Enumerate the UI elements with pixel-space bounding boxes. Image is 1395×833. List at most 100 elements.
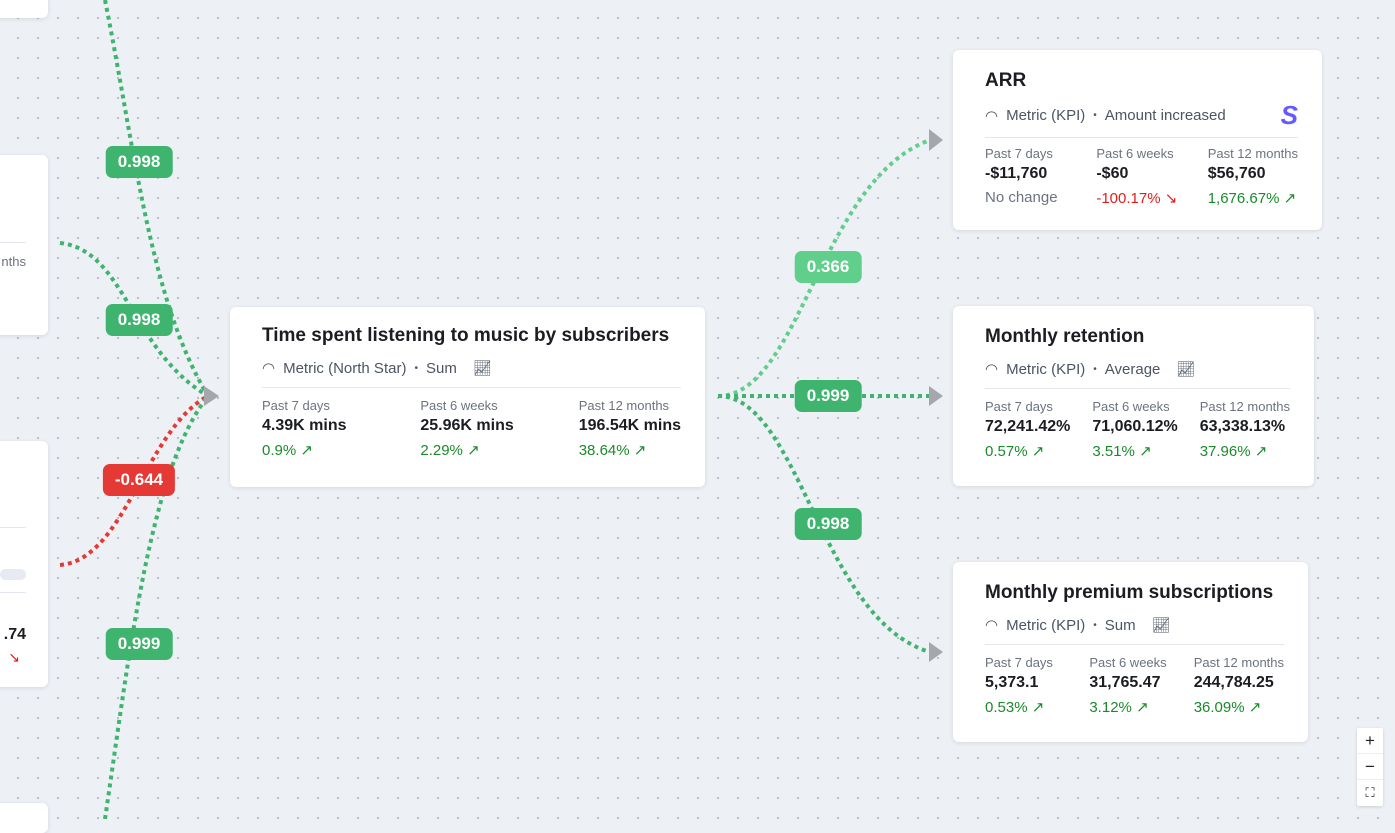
period-change: 0.53%: [985, 699, 1028, 716]
separator: •: [1093, 619, 1097, 631]
edge-out-premium[interactable]: [717, 394, 931, 654]
card-title: Monthly retention: [985, 326, 1145, 347]
period-change: 37.96%: [1199, 443, 1251, 460]
period-value: 25.96K mins: [420, 417, 514, 434]
period-label: Past 7 days: [985, 655, 1053, 670]
period-value: -$11,760: [985, 165, 1048, 182]
left-card-4[interactable]: [0, 803, 48, 833]
period-label: Past 7 days: [262, 398, 330, 413]
gauge-icon: ◠: [262, 360, 276, 377]
edge-in-1[interactable]: [103, 0, 210, 398]
edge-label-out-premium[interactable]: 0.998: [794, 508, 862, 540]
arrow-down-icon: ↘: [8, 649, 20, 665]
arrow-up-icon: ↗: [633, 442, 647, 459]
period-value: 196.54K mins: [578, 417, 681, 434]
period-change: 1,676.67%: [1207, 190, 1280, 207]
edge-label-in-2[interactable]: 0.998: [105, 304, 173, 336]
arrow-down-icon: ↘: [1164, 190, 1178, 207]
arrowhead-icon: [929, 642, 943, 662]
period-value: 72,241.42%: [985, 418, 1071, 435]
left-card-2-label: nths: [1, 254, 26, 269]
edge-label-out-arr[interactable]: 0.366: [794, 251, 862, 283]
edge-label-in-4[interactable]: 0.999: [105, 628, 173, 660]
arrow-up-icon: ↗: [1031, 699, 1045, 716]
card-title: ARR: [985, 70, 1027, 91]
period-change: 36.09%: [1193, 699, 1245, 716]
period-label: Past 6 weeks: [1096, 146, 1174, 161]
metric-aggregation: Amount increased: [1104, 107, 1226, 124]
period-label: Past 6 weeks: [1092, 399, 1170, 414]
arrow-up-icon: ↗: [1031, 443, 1045, 460]
period-change: 2.29%: [420, 442, 463, 459]
period-label: Past 6 weeks: [420, 398, 498, 413]
separator: •: [1093, 110, 1097, 121]
separator: •: [414, 362, 418, 374]
metric-card-premium[interactable]: Monthly premium subscriptions ◠ Metric (…: [953, 562, 1308, 742]
period-value: $56,760: [1207, 165, 1266, 182]
period-change: 0.57%: [985, 443, 1028, 460]
metric-aggregation: Sum: [425, 359, 457, 377]
period-change: 3.51%: [1092, 443, 1135, 460]
period-value: -$60: [1096, 165, 1129, 182]
left-card-3[interactable]: .74 ↘: [0, 441, 48, 687]
arrow-up-icon: ↗: [467, 442, 480, 459]
left-card-1[interactable]: [0, 0, 48, 18]
card-title: Monthly premium subscriptions: [985, 582, 1274, 603]
period-label: Past 6 weeks: [1089, 655, 1167, 670]
line-chart-icon[interactable]: 📈︎: [1176, 361, 1196, 378]
gauge-icon: ◠: [985, 617, 999, 634]
arrowhead-icon: [929, 129, 943, 151]
edge-in-3[interactable]: [59, 394, 209, 567]
fit-view-button[interactable]: ⛶: [1365, 785, 1375, 800]
metric-card-arr[interactable]: ARR ◠ Metric (KPI) • Amount increased S P…: [953, 50, 1322, 230]
metric-type: Metric (KPI): [1006, 616, 1086, 634]
arrow-up-icon: ↗: [1139, 443, 1152, 460]
metric-type: Metric (KPI): [1006, 360, 1086, 378]
zoom-in-button[interactable]: +: [1357, 728, 1383, 754]
edge-in-4[interactable]: [103, 394, 210, 819]
metric-type: Metric (KPI): [1006, 107, 1086, 124]
period-change: -100.17%: [1096, 190, 1161, 207]
period-value: 244,784.25: [1193, 674, 1274, 691]
period-change: 38.64%: [578, 442, 630, 459]
metric-type: Metric (North Star): [283, 359, 407, 377]
period-value: 5,373.1: [985, 674, 1039, 691]
period-change: No change: [985, 189, 1058, 206]
period-value: 63,338.13%: [1199, 418, 1286, 435]
line-chart-icon[interactable]: 📈︎: [472, 360, 492, 377]
period-label: Past 12 months: [578, 398, 670, 413]
period-label: Past 12 months: [1199, 399, 1291, 414]
period-change: 3.12%: [1089, 699, 1132, 716]
edge-label-out-retention[interactable]: 0.999: [794, 380, 862, 412]
metric-aggregation: Sum: [1104, 616, 1136, 634]
edge-label-in-1[interactable]: 0.998: [105, 146, 173, 178]
card-title: Time spent listening to music by subscri…: [262, 325, 670, 346]
arrow-up-icon: ↗: [1248, 699, 1262, 716]
arrow-up-icon: ↗: [1283, 190, 1297, 207]
period-label: Past 7 days: [985, 146, 1053, 161]
arrow-up-icon: ↗: [300, 442, 313, 459]
period-value: 31,765.47: [1089, 674, 1161, 691]
arrowhead-icon: [929, 386, 943, 406]
period-value: 71,060.12%: [1092, 418, 1178, 435]
stripe-icon: S: [1280, 100, 1298, 130]
edge-label-in-3[interactable]: -0.644: [102, 464, 176, 496]
period-label: Past 7 days: [985, 399, 1053, 414]
gauge-icon: ◠: [985, 107, 999, 125]
arrow-up-icon: ↗: [1254, 443, 1268, 460]
left-card-3-value: .74: [3, 626, 26, 643]
separator: •: [1093, 363, 1097, 375]
zoom-out-button[interactable]: −: [1357, 754, 1383, 780]
metric-card-retention[interactable]: Monthly retention ◠ Metric (KPI) • Averag…: [953, 306, 1314, 486]
period-label: Past 12 months: [1193, 655, 1285, 670]
zoom-controls: + − ⛶: [1357, 728, 1383, 806]
metric-aggregation: Average: [1104, 360, 1161, 378]
gauge-icon: ◠: [985, 361, 999, 378]
metric-card-center[interactable]: Time spent listening to music by subscri…: [230, 307, 705, 487]
period-value: 4.39K mins: [262, 417, 347, 434]
arrowhead-icon: [204, 386, 219, 406]
arrow-up-icon: ↗: [1136, 699, 1149, 716]
left-card-2[interactable]: nths: [0, 155, 48, 335]
line-chart-icon[interactable]: 📈︎: [1151, 617, 1171, 634]
period-change: 0.9%: [262, 442, 297, 459]
